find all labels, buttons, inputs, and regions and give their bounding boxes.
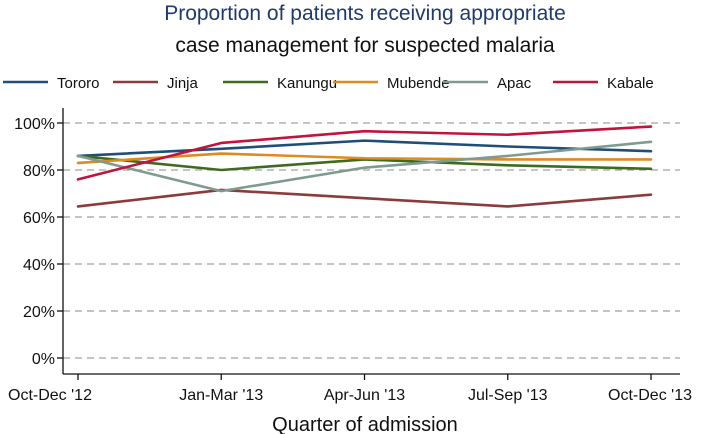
legend-label-apac: Apac xyxy=(497,75,532,92)
y-tick-label: 40% xyxy=(23,257,55,274)
legend-label-jinja: Jinja xyxy=(167,75,199,92)
series-line-kabale xyxy=(76,125,653,181)
x-tick-label: Oct-Dec '13 xyxy=(608,387,692,404)
y-tick-label: 20% xyxy=(23,304,55,321)
series-line-mubende xyxy=(76,152,653,165)
x-tick-label: Jul-Sep '13 xyxy=(468,387,548,404)
y-axis-ticks: 0% 20% 40% 60% 80% 100% xyxy=(14,116,63,368)
series-line-jinja xyxy=(76,188,653,208)
legend-label-tororo: Tororo xyxy=(57,75,100,92)
y-tick-label: 0% xyxy=(32,351,55,368)
x-tick-label: Oct-Dec '12 xyxy=(8,387,92,404)
legend: Tororo Jinja Kanungu Mubende Apac Kabale xyxy=(3,75,654,92)
series-line-tororo xyxy=(76,139,653,158)
x-axis-ticks: Oct-Dec '12 Jan-Mar '13 Apr-Jun '13 Jul-Sep… xyxy=(8,374,692,404)
y-tick-label: 80% xyxy=(23,163,55,180)
series-group xyxy=(76,125,653,208)
legend-label-kabale: Kabale xyxy=(607,75,654,92)
x-axis-label: Quarter of admission xyxy=(272,414,458,434)
x-tick-label: Apr-Jun '13 xyxy=(324,387,405,404)
legend-label-kanungu: Kanungu xyxy=(277,75,337,92)
legend-label-mubende: Mubende xyxy=(387,75,450,92)
y-tick-label: 60% xyxy=(23,210,55,227)
x-tick-label: Jan-Mar '13 xyxy=(179,387,263,404)
series-line-apac xyxy=(76,140,653,193)
chart-subtitle: case management for suspected malaria xyxy=(175,34,555,57)
chart-title: Proportion of patients receiving appropr… xyxy=(164,2,566,25)
y-tick-label: 100% xyxy=(14,116,55,133)
gridlines xyxy=(63,122,680,359)
